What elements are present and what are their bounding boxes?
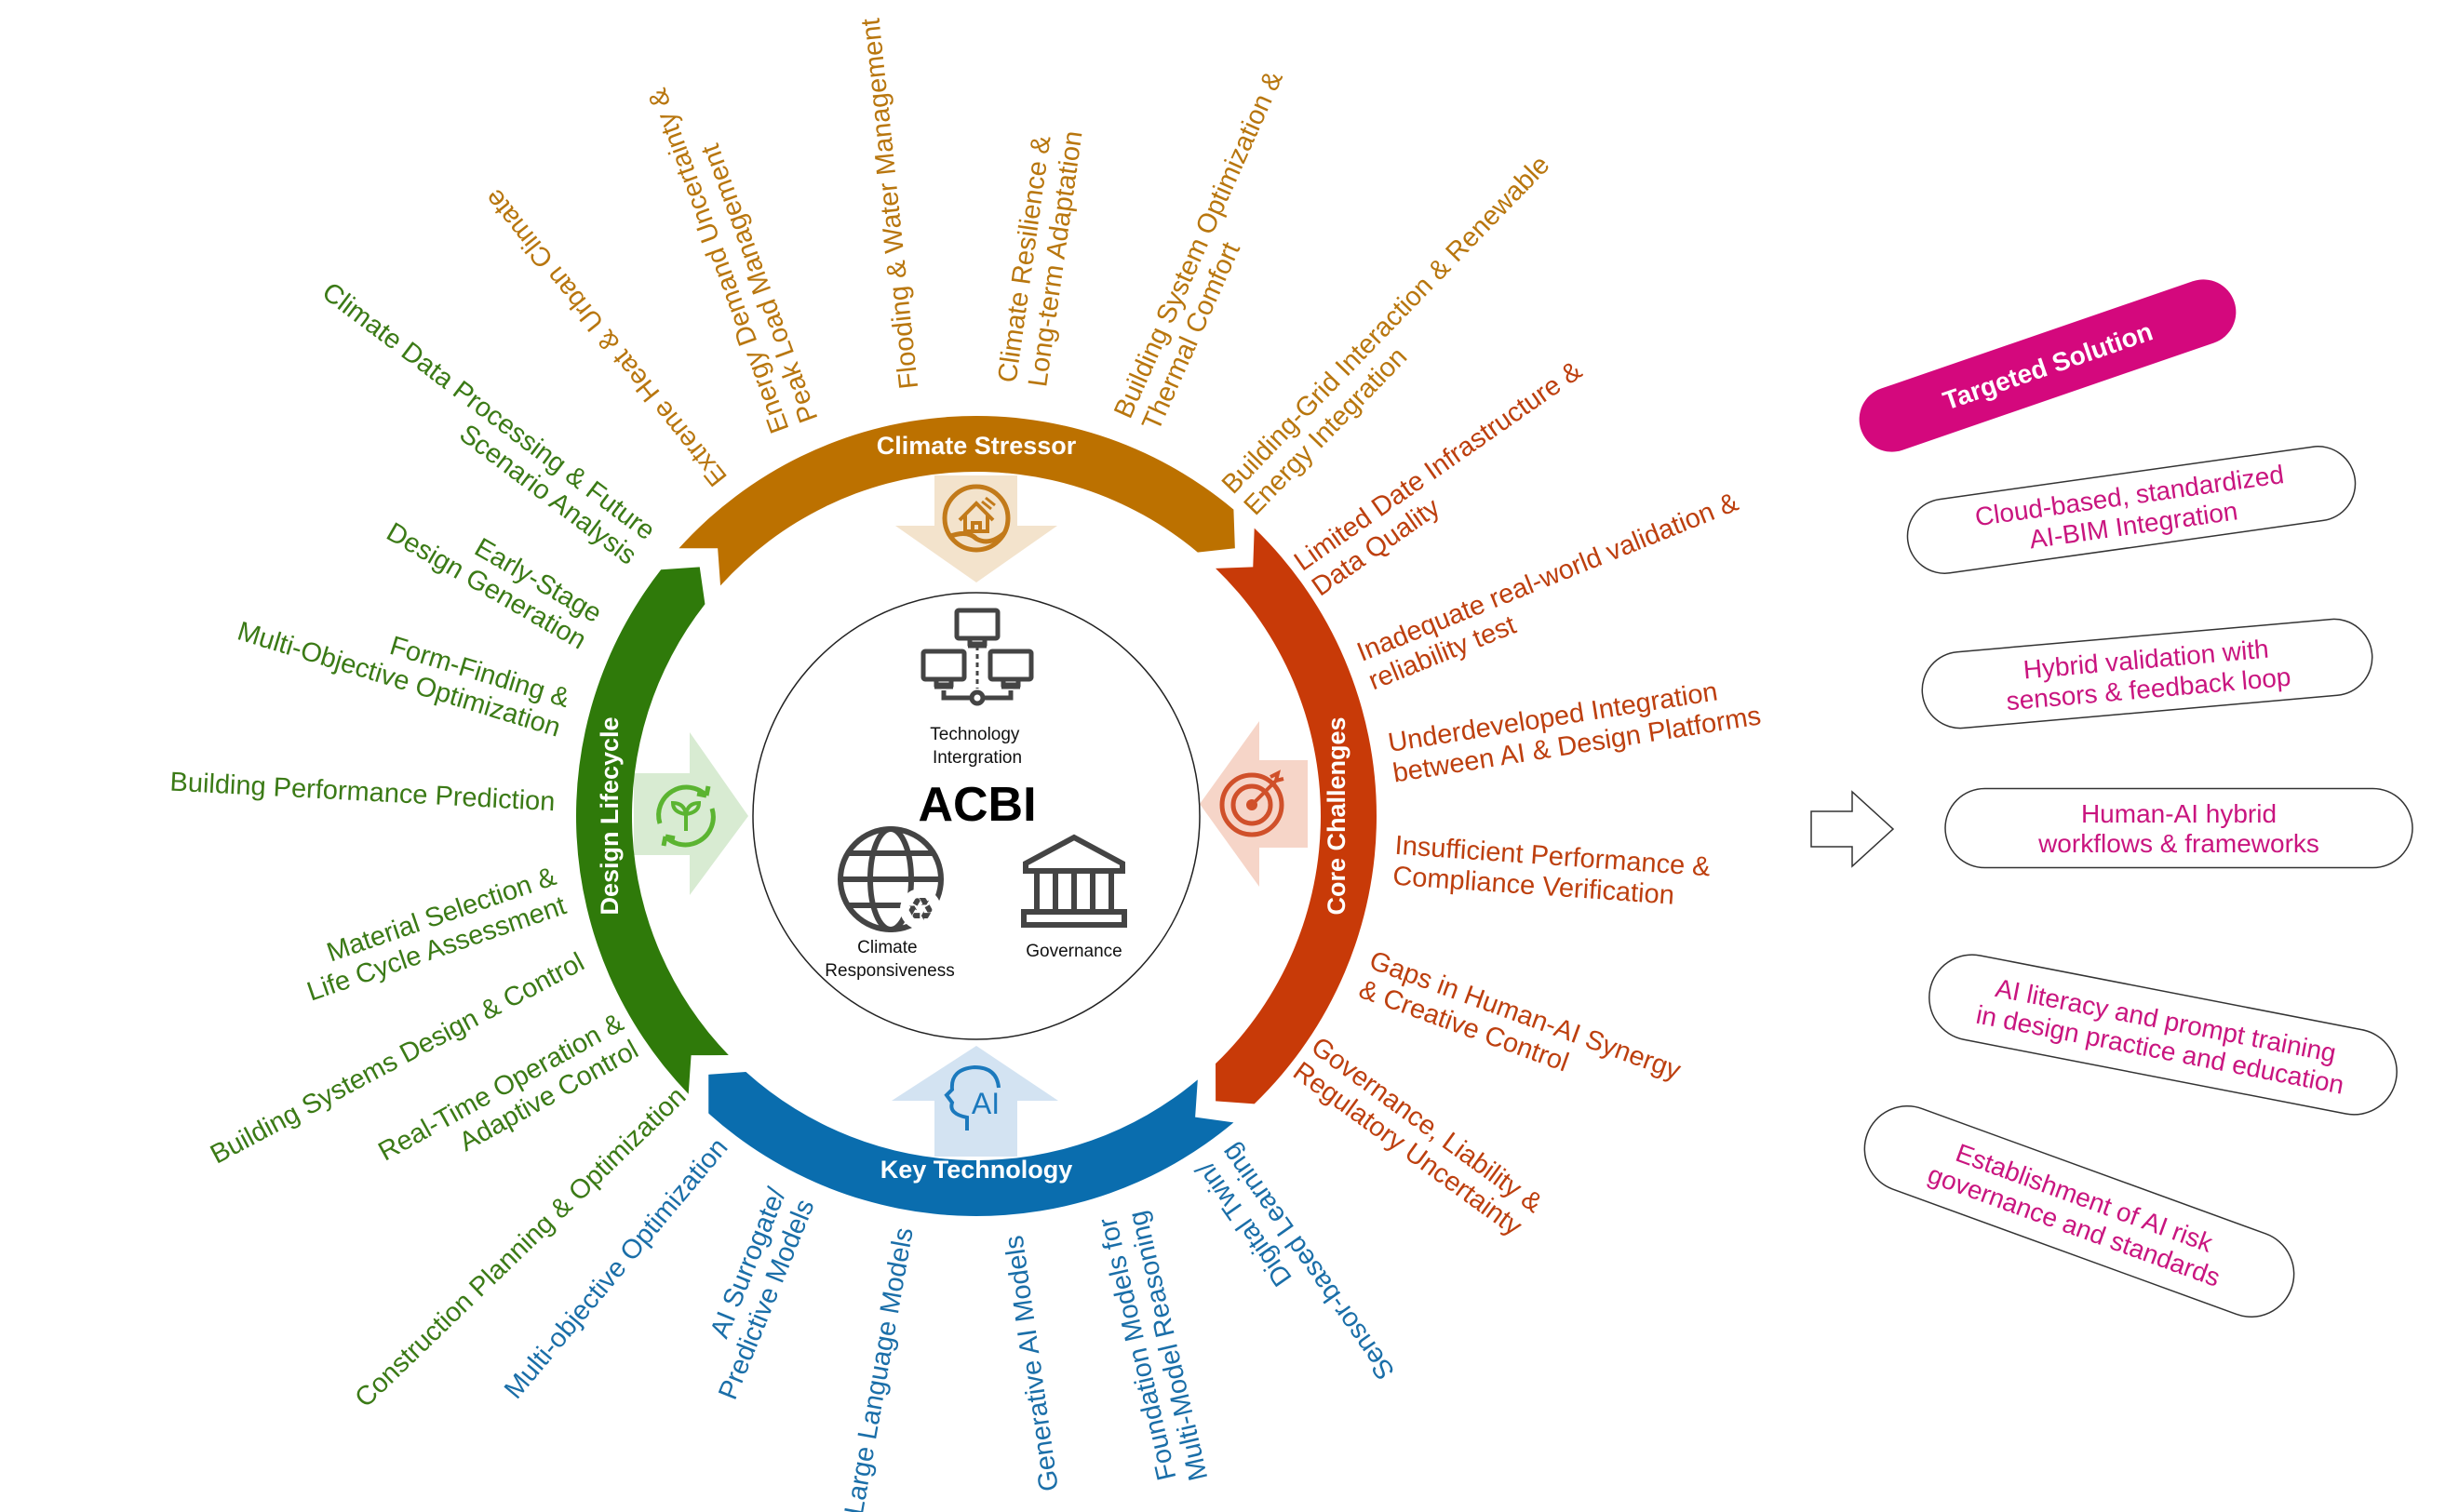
solution-text: Human-AI hybrid workflows & frameworks (2037, 799, 2319, 858)
label-line: Generative AI Models (1000, 1234, 1065, 1493)
house-flood-icon (942, 484, 1011, 553)
label-line: Flooding & Water Management (856, 17, 925, 390)
pill-outline (1863, 1105, 2295, 1318)
segment-title-design-lifecycle: Design Lifecycle (596, 716, 624, 915)
center-title: ACBI (918, 778, 1036, 832)
pill-outline (1921, 618, 2373, 729)
label-core-challenges: Governance, Liability &Regulatory Uncert… (1287, 1032, 1547, 1244)
label-climate-stressor: Climate Resilience &Long-term Adaptation (993, 125, 1089, 389)
label-key-technology: AI Surrogate/Predictive Models (685, 1183, 821, 1403)
label-line: Building-Grid Interaction & Renewable (1216, 150, 1556, 500)
pill-outline (1906, 446, 2357, 574)
label-line: Energy Demand Uncertainty & (642, 85, 795, 437)
solution-line: workflows & frameworks (2037, 829, 2319, 858)
svg-text:♻: ♻ (907, 891, 934, 929)
label-climate-stressor: Energy Demand Uncertainty &Peak Load Man… (642, 74, 824, 436)
label-key-technology: Large Language Models (840, 1225, 920, 1512)
targeted-solution-header: Targeted Solution (1859, 279, 2237, 452)
solution-line: Human-AI hybrid (2081, 799, 2277, 828)
segment-design-lifecycle[interactable] (576, 567, 729, 1094)
label-line: Governance, Liability & (1306, 1032, 1548, 1219)
solution-pill: Human-AI hybrid workflows & frameworks (1944, 787, 2413, 869)
label-line: Building Performance Prediction (169, 768, 556, 818)
pill-outline (1928, 954, 2398, 1116)
label-line: Sensor-based Learning (1216, 1138, 1401, 1385)
label-key-technology: Foundation Models forMulti-Model Reasoni… (1093, 1208, 1214, 1491)
governance-building-icon (1021, 834, 1127, 928)
globe-recycle-icon: ♻ (838, 826, 944, 932)
label-core-challenges: Insufficient Performance &Compliance Ver… (1391, 831, 1711, 914)
label-line: Building System Optimization & (1109, 67, 1289, 423)
label-design-lifecycle: Building Performance Prediction (169, 768, 556, 818)
label-key-technology: Generative AI Models (1000, 1234, 1065, 1493)
label-climate-stressor: Building System Optimization &Thermal Co… (1109, 67, 1317, 435)
solution-pill: AI literacy and prompt trainingin design… (1928, 954, 2398, 1116)
ai-head-icon: AI (944, 1064, 1001, 1131)
label-key-technology: Digital Twin/Sensor-based Learning (1189, 1137, 1401, 1402)
climate-arrow-down (895, 475, 1057, 582)
label-line: Regulatory Uncertainty (1287, 1056, 1527, 1242)
label-core-challenges: Underdeveloped Integrationbetween AI & D… (1386, 671, 1763, 789)
label-climate-stressor: Building-Grid Interaction & RenewableEne… (1216, 150, 1578, 521)
segment-title-core-challenges: Core Challenges (1323, 716, 1350, 915)
arrow-right-icon (1810, 790, 1895, 868)
svg-text:AI: AI (972, 1087, 1000, 1120)
governance-label: Governance (1026, 942, 1122, 961)
label-climate-stressor: Flooding & Water Management (856, 17, 925, 390)
solution-text: AI literacy and prompt trainingin design… (1974, 970, 2352, 1099)
target-icon (1219, 769, 1284, 837)
pill-outline (1944, 787, 2413, 869)
segment-title-key-technology: Key Technology (880, 1156, 1073, 1184)
technology-integration-label: Technology Intergration (930, 725, 1024, 768)
solution-pill: Hybrid validation withsensors & feedback… (1921, 618, 2373, 729)
climate-responsiveness-label: Climate Responsiveness (825, 938, 954, 981)
segment-core-challenges[interactable] (1216, 528, 1377, 1104)
technology-arrow-up (892, 1046, 1058, 1157)
segment-climate-stressor[interactable] (679, 416, 1235, 586)
network-icon (920, 608, 1034, 706)
ring (576, 416, 1377, 1216)
targeted-solutions: Targeted Solution Cloud-based, standardi… (1859, 279, 2413, 1318)
plant-cycle-icon (656, 784, 716, 848)
segment-key-technology[interactable] (708, 1071, 1234, 1216)
segment-title-climate-stressor: Climate Stressor (877, 432, 1077, 460)
label-line: Large Language Models (840, 1225, 920, 1512)
solution-pill: Establishment of AI riskgovernance and s… (1863, 1105, 2295, 1318)
solution-pill: Cloud-based, standardizedAI-BIM Integrat… (1906, 446, 2357, 574)
